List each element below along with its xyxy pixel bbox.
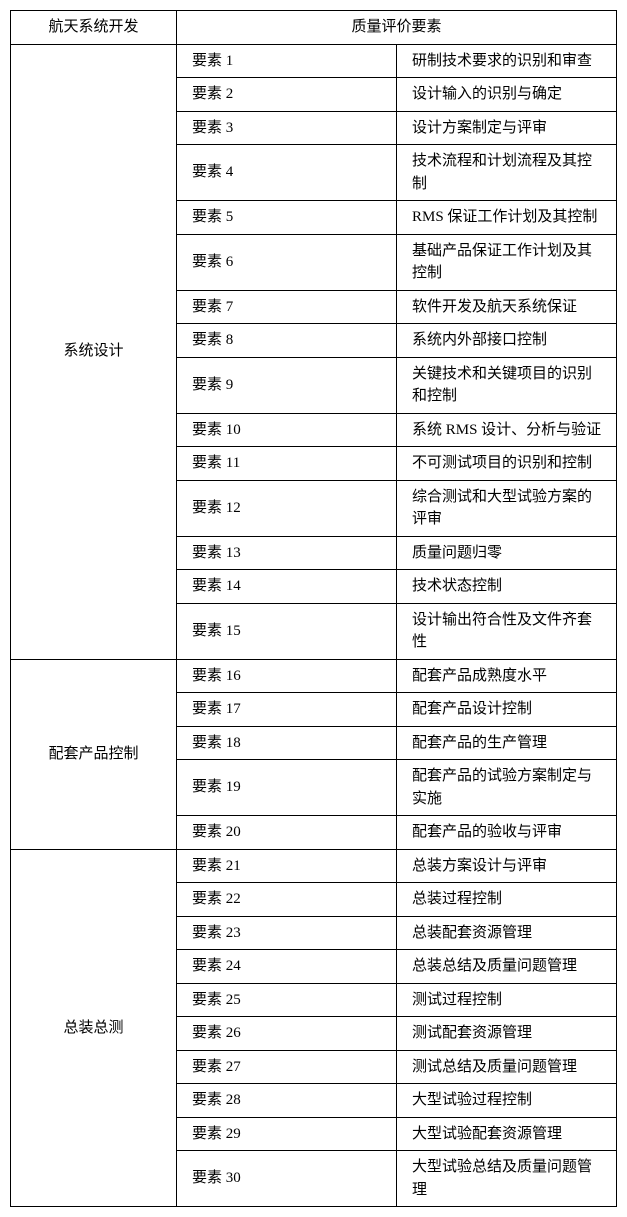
description-cell: 系统 RMS 设计、分析与验证 xyxy=(397,413,617,447)
description-cell: RMS 保证工作计划及其控制 xyxy=(397,201,617,235)
description-cell: 质量问题归零 xyxy=(397,536,617,570)
element-cell: 要素 19 xyxy=(177,760,397,816)
element-cell: 要素 26 xyxy=(177,1017,397,1051)
element-cell: 要素 14 xyxy=(177,570,397,604)
header-left: 航天系统开发 xyxy=(11,11,177,45)
table-row: 系统设计要素 1研制技术要求的识别和审查 xyxy=(11,44,617,78)
table-row: 配套产品控制要素 16配套产品成熟度水平 xyxy=(11,659,617,693)
description-cell: 不可测试项目的识别和控制 xyxy=(397,447,617,481)
description-cell: 技术流程和计划流程及其控制 xyxy=(397,145,617,201)
description-cell: 软件开发及航天系统保证 xyxy=(397,290,617,324)
element-cell: 要素 6 xyxy=(177,234,397,290)
description-cell: 综合测试和大型试验方案的评审 xyxy=(397,480,617,536)
category-cell: 总装总测 xyxy=(11,849,177,1207)
element-cell: 要素 2 xyxy=(177,78,397,112)
description-cell: 大型试验配套资源管理 xyxy=(397,1117,617,1151)
description-cell: 总装配套资源管理 xyxy=(397,916,617,950)
element-cell: 要素 22 xyxy=(177,883,397,917)
element-cell: 要素 27 xyxy=(177,1050,397,1084)
element-cell: 要素 24 xyxy=(177,950,397,984)
element-cell: 要素 15 xyxy=(177,603,397,659)
element-cell: 要素 18 xyxy=(177,726,397,760)
description-cell: 关键技术和关键项目的识别和控制 xyxy=(397,357,617,413)
quality-evaluation-table: 航天系统开发质量评价要素系统设计要素 1研制技术要求的识别和审查要素 2设计输入… xyxy=(10,10,617,1207)
description-cell: 配套产品的验收与评审 xyxy=(397,816,617,850)
category-cell: 系统设计 xyxy=(11,44,177,659)
description-cell: 配套产品的生产管理 xyxy=(397,726,617,760)
element-cell: 要素 5 xyxy=(177,201,397,235)
description-cell: 配套产品成熟度水平 xyxy=(397,659,617,693)
description-cell: 配套产品设计控制 xyxy=(397,693,617,727)
element-cell: 要素 17 xyxy=(177,693,397,727)
description-cell: 系统内外部接口控制 xyxy=(397,324,617,358)
element-cell: 要素 20 xyxy=(177,816,397,850)
element-cell: 要素 28 xyxy=(177,1084,397,1118)
element-cell: 要素 9 xyxy=(177,357,397,413)
element-cell: 要素 30 xyxy=(177,1151,397,1207)
table-row: 总装总测要素 21总装方案设计与评审 xyxy=(11,849,617,883)
description-cell: 研制技术要求的识别和审查 xyxy=(397,44,617,78)
description-cell: 测试配套资源管理 xyxy=(397,1017,617,1051)
element-cell: 要素 12 xyxy=(177,480,397,536)
element-cell: 要素 1 xyxy=(177,44,397,78)
description-cell: 基础产品保证工作计划及其控制 xyxy=(397,234,617,290)
description-cell: 测试总结及质量问题管理 xyxy=(397,1050,617,1084)
category-cell: 配套产品控制 xyxy=(11,659,177,849)
table-header-row: 航天系统开发质量评价要素 xyxy=(11,11,617,45)
description-cell: 总装过程控制 xyxy=(397,883,617,917)
element-cell: 要素 21 xyxy=(177,849,397,883)
element-cell: 要素 7 xyxy=(177,290,397,324)
description-cell: 大型试验过程控制 xyxy=(397,1084,617,1118)
description-cell: 设计输出符合性及文件齐套性 xyxy=(397,603,617,659)
element-cell: 要素 11 xyxy=(177,447,397,481)
description-cell: 大型试验总结及质量问题管理 xyxy=(397,1151,617,1207)
element-cell: 要素 8 xyxy=(177,324,397,358)
element-cell: 要素 4 xyxy=(177,145,397,201)
element-cell: 要素 23 xyxy=(177,916,397,950)
element-cell: 要素 29 xyxy=(177,1117,397,1151)
description-cell: 技术状态控制 xyxy=(397,570,617,604)
description-cell: 总装总结及质量问题管理 xyxy=(397,950,617,984)
element-cell: 要素 3 xyxy=(177,111,397,145)
description-cell: 设计方案制定与评审 xyxy=(397,111,617,145)
description-cell: 配套产品的试验方案制定与实施 xyxy=(397,760,617,816)
description-cell: 总装方案设计与评审 xyxy=(397,849,617,883)
element-cell: 要素 16 xyxy=(177,659,397,693)
element-cell: 要素 13 xyxy=(177,536,397,570)
element-cell: 要素 10 xyxy=(177,413,397,447)
table-body: 航天系统开发质量评价要素系统设计要素 1研制技术要求的识别和审查要素 2设计输入… xyxy=(11,11,617,1207)
description-cell: 设计输入的识别与确定 xyxy=(397,78,617,112)
header-right: 质量评价要素 xyxy=(177,11,617,45)
